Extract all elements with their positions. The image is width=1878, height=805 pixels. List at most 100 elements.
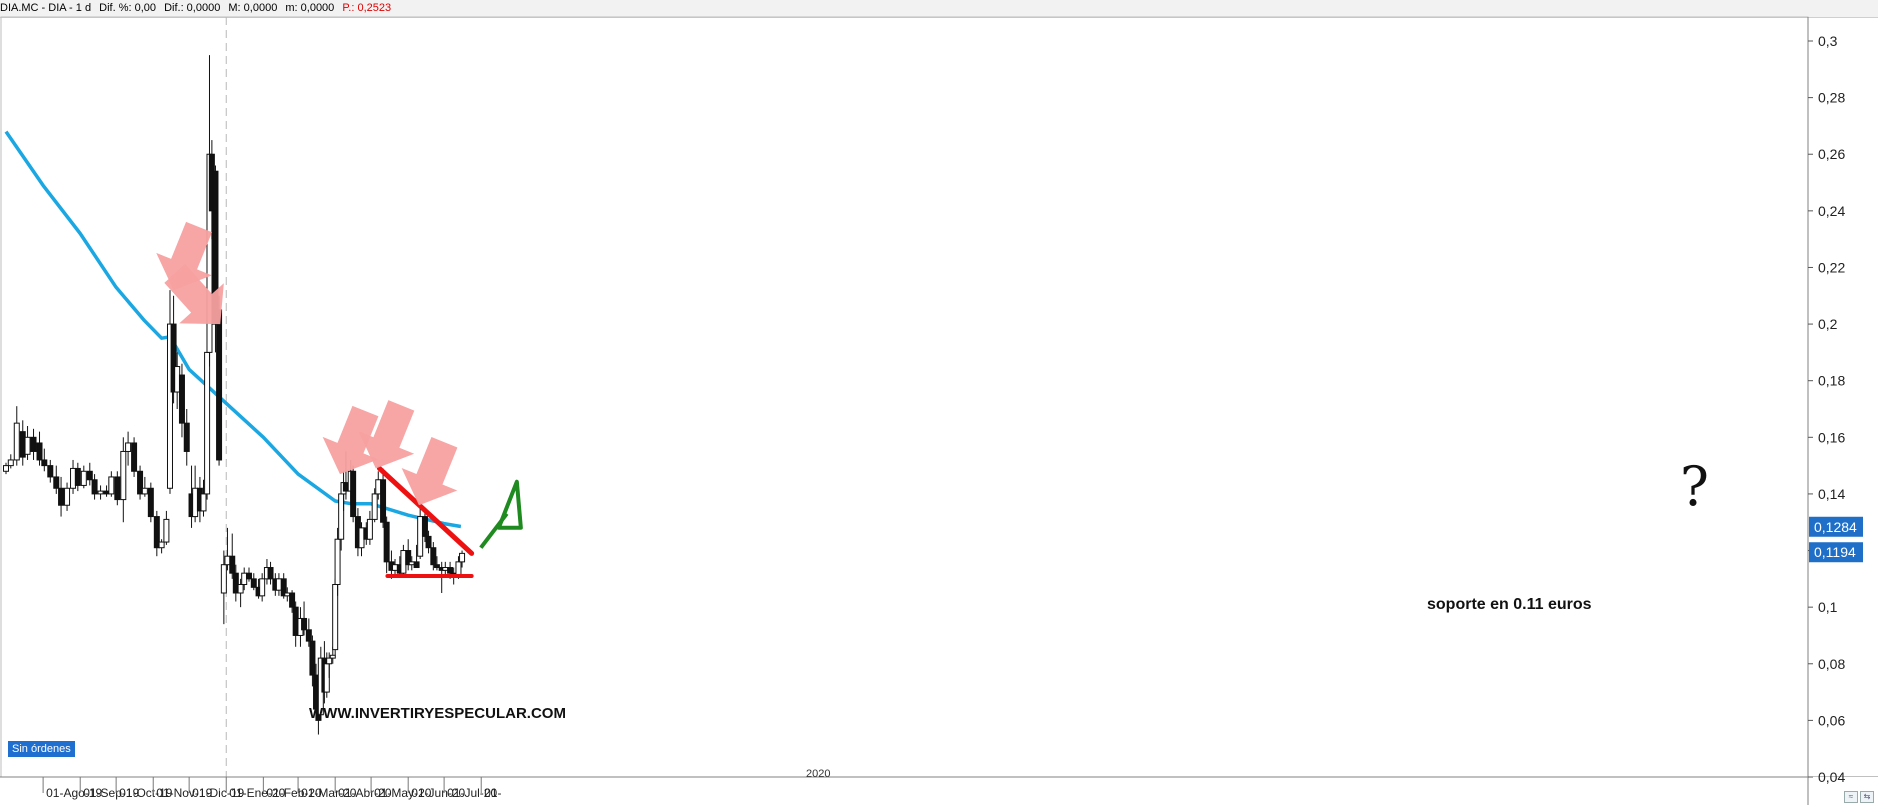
candle-body [141, 487, 148, 495]
candle-body [459, 552, 466, 563]
y-tick-label: 0,16 [1818, 429, 1845, 445]
candles [3, 55, 466, 735]
candle-body [338, 493, 345, 540]
scroll-buttons: ≈ ⇆ [1844, 791, 1874, 803]
candle-body [413, 561, 420, 569]
candle-body [47, 465, 54, 478]
price-label: 0,1284 [1814, 519, 1857, 535]
candle-body [120, 450, 127, 501]
green-arrow-head [496, 479, 523, 530]
candle-body [380, 479, 387, 523]
candle-body [417, 516, 424, 557]
pink-arrow-icon [322, 405, 379, 475]
green-arrow-icon [479, 479, 523, 549]
candle-body [86, 470, 93, 481]
candle-body [147, 487, 154, 518]
price-label-box [1809, 516, 1863, 537]
candle-body [36, 442, 43, 461]
candle-body [131, 442, 138, 472]
candle-body [383, 521, 390, 563]
candle-body [421, 516, 428, 537]
y-tick-label: 0,28 [1818, 90, 1845, 106]
candle-body [97, 490, 104, 495]
candle-body [375, 479, 382, 495]
candle-body [7, 459, 14, 467]
candle-body [425, 535, 432, 549]
candle-body [267, 567, 274, 580]
candle-body [245, 572, 252, 580]
pink-arrow-icon [358, 400, 415, 469]
pink-arrow-shape [156, 221, 213, 291]
candle-body [442, 567, 449, 571]
candle-body [103, 490, 110, 495]
x-tick-label: 01-Dic-19 [192, 786, 244, 800]
candle-body [153, 516, 160, 549]
candle-body [408, 561, 415, 566]
candle-body [58, 487, 65, 506]
x-tick-label: 01-Ago-19 [46, 786, 102, 800]
x-tick-label: 01-Feb-20 [266, 786, 322, 800]
candle-body [250, 578, 257, 588]
y-tick-label: 0,14 [1818, 486, 1845, 502]
y-tick-label: 0,26 [1818, 146, 1845, 162]
y-tick-label: 0,06 [1818, 712, 1845, 728]
symbol-label: DIA.MC - DIA - 1 d [0, 2, 92, 14]
scroll-left-icon[interactable]: ≈ [1844, 791, 1858, 803]
scroll-right-icon[interactable]: ⇆ [1860, 791, 1874, 803]
max-label: M: 0,0000 [228, 2, 278, 14]
candle-body [430, 547, 437, 566]
candle-body [232, 572, 239, 594]
candle-body [19, 431, 26, 458]
candle-body [3, 465, 9, 472]
candle-body [70, 467, 77, 489]
ma-line [4, 130, 462, 529]
candle-body [350, 470, 357, 518]
x-tick-label: 01-Abr-20 [338, 786, 392, 800]
candle-body [313, 674, 320, 710]
candle-body [326, 657, 333, 665]
candle-body [125, 442, 132, 452]
candle-body [114, 476, 121, 501]
annotations [156, 221, 523, 579]
plot-frame [0, 16, 1809, 778]
candle-body [305, 629, 312, 642]
candle-body [204, 351, 211, 495]
x-tick-label: 01-Oct-19 [119, 786, 173, 800]
candle-body [332, 584, 339, 651]
price-label: 0,1194 [1814, 544, 1856, 560]
candle-body [183, 422, 190, 452]
candle-body [366, 518, 373, 540]
candle-body [280, 578, 287, 597]
support-annotation: soporte en 0.11 euros [1427, 596, 1592, 613]
resistance-line [376, 465, 475, 556]
candle-body [212, 170, 219, 325]
candle-body [64, 487, 71, 506]
candle-body [275, 578, 282, 591]
candle-body [158, 541, 165, 549]
candle-body [163, 518, 170, 543]
y-tick-label: 0,3 [1818, 33, 1838, 49]
candle-body [229, 555, 236, 574]
candle-body [24, 436, 31, 455]
orders-badge[interactable]: Sin órdenes [8, 741, 75, 757]
price-label: P.: 0,2523 [342, 2, 392, 14]
pink-arrow-icon [401, 436, 458, 506]
candle-body [224, 555, 231, 566]
pink-arrow-shape [322, 405, 379, 475]
candle-body [30, 436, 37, 452]
candle-body [301, 617, 308, 631]
pink-arrow-shape [401, 436, 458, 506]
candle-body [289, 592, 296, 608]
dif-pct-label: Dif. %: 0,00 [99, 2, 156, 14]
candle-body [309, 640, 316, 676]
y-tick-label: 0,24 [1818, 203, 1845, 219]
x-tick-label: 01-Jul-20 [447, 786, 497, 800]
candle-body [178, 374, 185, 424]
watermark: WWW.INVERTIRYESPECULAR.COM [309, 705, 566, 722]
candle-body [392, 564, 399, 571]
question-mark: ? [1680, 455, 1709, 518]
y-tick-label: 0,08 [1818, 656, 1845, 672]
candle-body [292, 606, 299, 636]
candle-body [323, 663, 330, 693]
